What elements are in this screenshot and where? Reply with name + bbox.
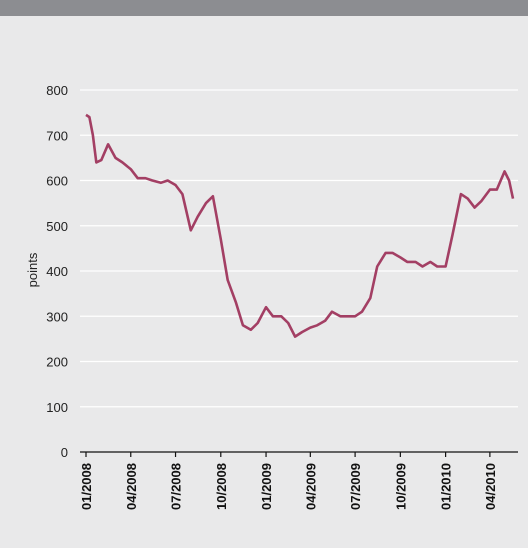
y-tick-label-0: 0	[61, 445, 68, 460]
x-tick-label-1: 04/2008	[124, 463, 139, 510]
y-tick-label-600: 600	[46, 174, 68, 189]
y-tick-label-700: 700	[46, 128, 68, 143]
x-tick-label-6: 07/2009	[348, 463, 363, 510]
y-axis-title: points	[25, 252, 40, 287]
y-tick-label-800: 800	[46, 83, 68, 98]
x-tick-label-0: 01/2008	[79, 463, 94, 510]
y-tick-label-100: 100	[46, 400, 68, 415]
y-tick-label-200: 200	[46, 355, 68, 370]
header-bar	[0, 0, 528, 16]
y-tick-label-500: 500	[46, 219, 68, 234]
series-line	[85, 113, 515, 338]
x-tick-label-9: 04/2010	[483, 463, 498, 510]
x-tick-label-8: 01/2010	[439, 463, 454, 510]
x-tick-label-3: 10/2008	[214, 463, 229, 510]
x-axis-ticks: 01/2008 04/2008 07/2008 10/2008 01/2009 04/20…	[79, 452, 498, 510]
y-tick-label-300: 300	[46, 309, 68, 324]
x-tick-label-5: 04/2009	[303, 463, 318, 510]
x-tick-label-2: 07/2008	[169, 463, 184, 510]
x-tick-label-7: 10/2009	[393, 463, 408, 510]
grid-lines	[80, 89, 518, 408]
y-axis-ticks: 0 100 200 300 400 500 600 700 800	[46, 83, 68, 460]
x-tick-label-4: 01/2009	[259, 463, 274, 510]
y-tick-label-400: 400	[46, 264, 68, 279]
